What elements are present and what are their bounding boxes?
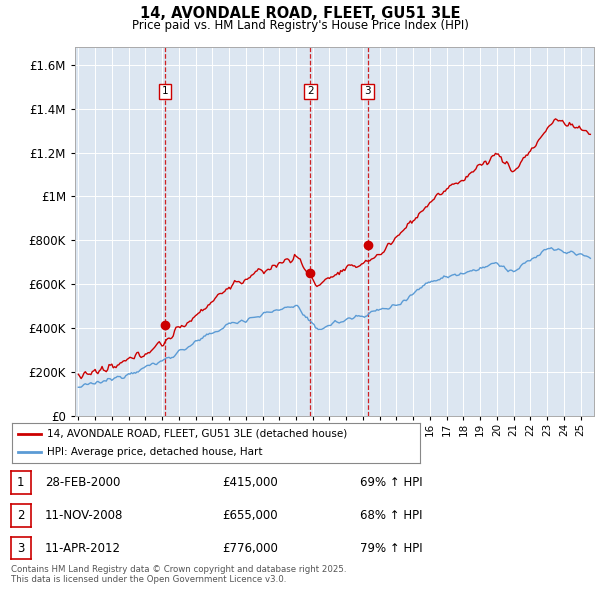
Text: Price paid vs. HM Land Registry's House Price Index (HPI): Price paid vs. HM Land Registry's House … xyxy=(131,19,469,32)
Text: 2: 2 xyxy=(307,87,314,96)
Text: 2: 2 xyxy=(17,509,25,522)
Text: 79% ↑ HPI: 79% ↑ HPI xyxy=(360,542,422,555)
Text: 14, AVONDALE ROAD, FLEET, GU51 3LE (detached house): 14, AVONDALE ROAD, FLEET, GU51 3LE (deta… xyxy=(47,429,347,439)
Text: 11-APR-2012: 11-APR-2012 xyxy=(45,542,121,555)
Text: 1: 1 xyxy=(161,87,168,96)
Text: 3: 3 xyxy=(17,542,25,555)
Text: 14, AVONDALE ROAD, FLEET, GU51 3LE: 14, AVONDALE ROAD, FLEET, GU51 3LE xyxy=(140,6,460,21)
Text: 28-FEB-2000: 28-FEB-2000 xyxy=(45,476,121,489)
Text: HPI: Average price, detached house, Hart: HPI: Average price, detached house, Hart xyxy=(47,447,262,457)
Text: 1: 1 xyxy=(17,476,25,489)
Text: 3: 3 xyxy=(364,87,371,96)
Text: 69% ↑ HPI: 69% ↑ HPI xyxy=(360,476,422,489)
Text: £655,000: £655,000 xyxy=(222,509,278,522)
Text: 68% ↑ HPI: 68% ↑ HPI xyxy=(360,509,422,522)
Text: 11-NOV-2008: 11-NOV-2008 xyxy=(45,509,124,522)
Text: Contains HM Land Registry data © Crown copyright and database right 2025.
This d: Contains HM Land Registry data © Crown c… xyxy=(11,565,346,584)
Text: £415,000: £415,000 xyxy=(222,476,278,489)
Text: £776,000: £776,000 xyxy=(222,542,278,555)
